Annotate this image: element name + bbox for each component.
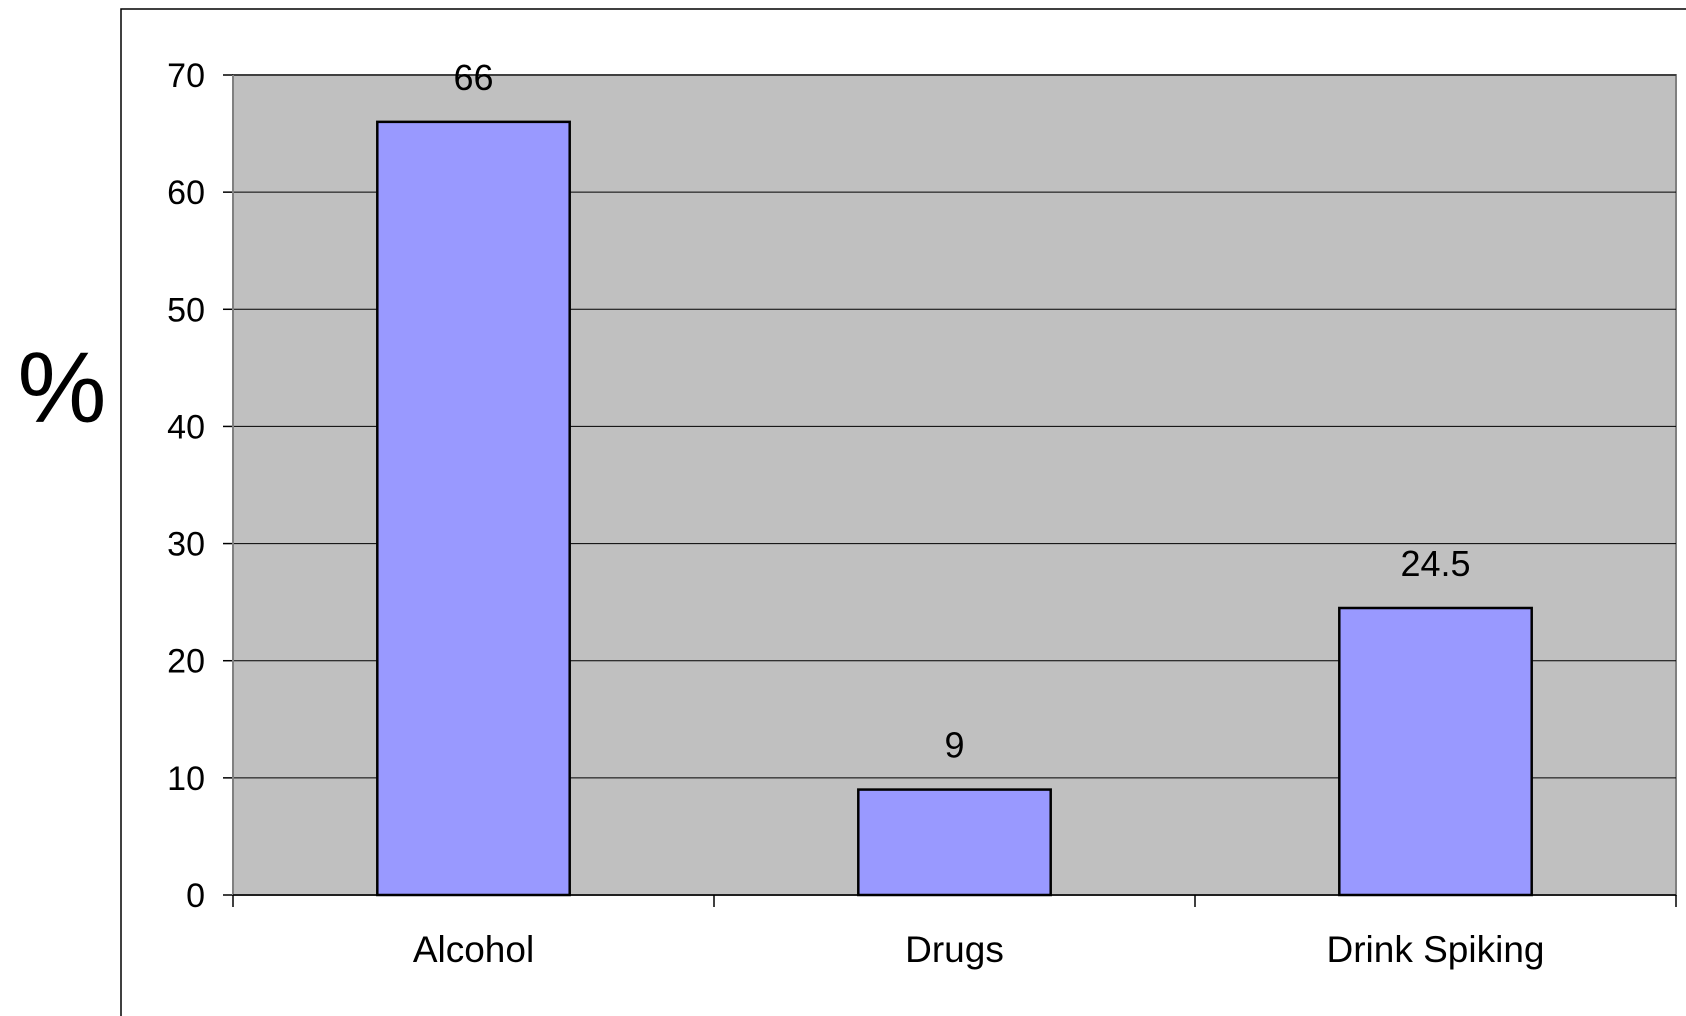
x-tick-label: Alcohol	[413, 929, 534, 970]
y-tick-label: 0	[186, 877, 205, 915]
labels: 0 10 20 30 40 50 60 70 66 Alcohol 9 Drugs 24.5 Drink …	[167, 57, 1544, 970]
data-label: 24.5	[1400, 543, 1470, 584]
data-label: 9	[944, 725, 964, 766]
data-label: 66	[453, 57, 493, 98]
y-tick-label: 70	[167, 57, 205, 95]
y-tick-label: 30	[167, 526, 205, 564]
y-tick-label: 50	[167, 291, 205, 329]
bar-drugs	[857, 788, 1052, 897]
bar-drink-spiking	[1338, 606, 1533, 897]
bar-alcohol	[376, 120, 571, 897]
y-tick-label: 10	[167, 760, 205, 798]
bars	[376, 120, 1533, 897]
x-tick-label: Drink Spiking	[1327, 929, 1545, 970]
y-tick-label: 40	[167, 408, 205, 446]
y-axis-label: %	[18, 332, 107, 444]
y-tick-label: 60	[167, 174, 205, 212]
x-tick-label: Drugs	[905, 929, 1004, 970]
y-tick-label: 20	[167, 643, 205, 681]
